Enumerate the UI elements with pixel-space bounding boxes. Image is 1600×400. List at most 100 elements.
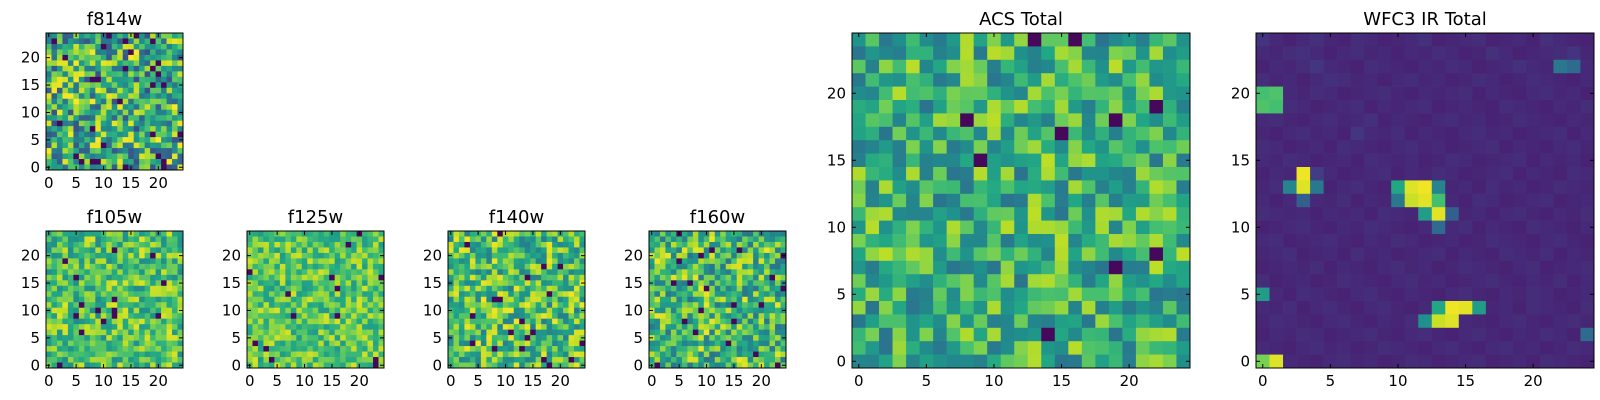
- heatmap-cell: [665, 280, 672, 287]
- heatmap-cell: [1014, 301, 1029, 315]
- heatmap-cell: [257, 280, 264, 287]
- heatmap-cell: [919, 100, 934, 114]
- heatmap-cell: [1350, 126, 1365, 141]
- heatmap-cell: [1027, 86, 1042, 101]
- heatmap-cell: [161, 109, 167, 116]
- heatmap-cell: [133, 33, 140, 39]
- heatmap-cell: [296, 307, 303, 314]
- heatmap-cell: [252, 241, 259, 248]
- heatmap-cell: [865, 260, 880, 275]
- heatmap-cell: [95, 142, 102, 149]
- heatmap-cell: [1418, 153, 1433, 168]
- heatmap-cell: [1566, 247, 1581, 262]
- heatmap-cell: [95, 126, 102, 132]
- heatmap-cell: [698, 340, 705, 347]
- heatmap-cell: [1283, 59, 1297, 74]
- heatmap-cell: [73, 252, 80, 259]
- heatmap-cell: [879, 354, 893, 369]
- heatmap-cell: [73, 357, 80, 363]
- heatmap-cell: [574, 285, 580, 292]
- heatmap-cell: [301, 258, 308, 265]
- heatmap-cell: [731, 313, 738, 320]
- heatmap-cell: [1176, 180, 1191, 195]
- heatmap-cell: [1553, 33, 1568, 47]
- heatmap-cell: [879, 301, 893, 315]
- heatmap-cell: [879, 73, 893, 87]
- heatmap-cell: [1323, 86, 1338, 101]
- heatmap-cell: [378, 296, 385, 303]
- heatmap-cell: [747, 351, 754, 358]
- heatmap-cell: [100, 60, 107, 67]
- heatmap-cell: [56, 296, 63, 303]
- heatmap-cell: [1135, 354, 1150, 369]
- heatmap-cell: [1122, 354, 1137, 369]
- heatmap-cell: [736, 302, 743, 309]
- heatmap-cell: [100, 43, 107, 50]
- heatmap-cell: [144, 76, 151, 83]
- heatmap-cell: [852, 327, 866, 342]
- heatmap-cell: [268, 302, 275, 309]
- heatmap-cell: [535, 252, 542, 259]
- heatmap-cell: [367, 307, 374, 314]
- heatmap-cell: [552, 241, 558, 248]
- heatmap-cell: [177, 236, 184, 243]
- heatmap-cell: [318, 335, 325, 341]
- heatmap-cell: [720, 357, 727, 363]
- heatmap-cell: [247, 247, 253, 254]
- x-tick-label: 15: [121, 372, 140, 390]
- heatmap-cell: [62, 82, 69, 89]
- heatmap-cell: [340, 252, 346, 259]
- heatmap-cell: [1391, 327, 1406, 342]
- heatmap-cell: [84, 269, 91, 276]
- heatmap-cell: [1458, 140, 1473, 154]
- heatmap-cell: [649, 291, 655, 298]
- heatmap-cell: [1445, 301, 1460, 315]
- heatmap-cell: [502, 285, 509, 292]
- heatmap-cell: [356, 258, 363, 265]
- heatmap-cell: [649, 313, 655, 320]
- heatmap-cell: [1162, 287, 1177, 302]
- heatmap-cell: [177, 285, 184, 292]
- heatmap-cell: [654, 329, 661, 336]
- heatmap-cell: [334, 362, 341, 369]
- heatmap-cell: [362, 340, 368, 347]
- heatmap-cell: [106, 109, 113, 116]
- heatmap-cell: [687, 247, 694, 254]
- heatmap-cell: [747, 241, 754, 248]
- heatmap-cell: [106, 98, 113, 105]
- heatmap-cell: [919, 73, 934, 87]
- heatmap-cell: [676, 346, 683, 352]
- heatmap-cell: [1000, 73, 1015, 87]
- heatmap-cell: [1350, 33, 1365, 47]
- heatmap-cell: [480, 236, 487, 243]
- heatmap-cell: [122, 231, 129, 237]
- heatmap-cell: [987, 46, 1002, 61]
- heatmap-cell: [1377, 167, 1392, 181]
- heatmap-cell: [323, 357, 330, 363]
- heatmap-cell: [177, 329, 184, 336]
- heatmap-cell: [906, 260, 920, 275]
- heatmap-cell: [345, 302, 352, 309]
- heatmap-cell: [1135, 153, 1150, 168]
- heatmap-cell: [720, 231, 727, 237]
- heatmap-cell: [172, 231, 178, 237]
- heatmap-cell: [670, 362, 677, 369]
- heatmap-cell: [1431, 314, 1446, 329]
- heatmap-cell: [780, 274, 787, 281]
- heatmap-cell: [464, 296, 471, 303]
- heatmap-cell: [1256, 354, 1270, 369]
- heatmap-cell: [1068, 153, 1083, 168]
- heatmap-cell: [67, 340, 74, 347]
- heatmap-cell: [552, 357, 558, 363]
- heatmap-cell: [46, 93, 52, 100]
- heatmap-cell: [307, 302, 314, 309]
- heatmap-cell: [1014, 180, 1029, 195]
- heatmap-cell: [557, 313, 564, 320]
- heatmap-cell: [367, 247, 374, 254]
- heatmap-cell: [698, 236, 705, 243]
- heatmap-cell: [453, 302, 460, 309]
- heatmap-cell: [150, 54, 156, 61]
- heatmap-cell: [1054, 341, 1069, 355]
- heatmap-cell: [95, 60, 102, 67]
- heatmap-cell: [67, 76, 74, 83]
